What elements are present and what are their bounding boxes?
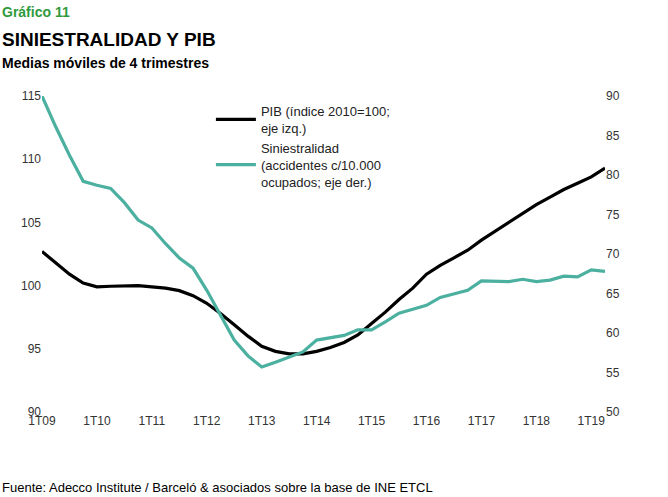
svg-text:1T11: 1T11 [139, 414, 166, 428]
svg-text:90: 90 [28, 405, 42, 419]
svg-text:110: 110 [22, 152, 41, 166]
svg-text:1T12: 1T12 [193, 414, 221, 428]
svg-text:80: 80 [606, 168, 620, 182]
svg-text:Gráfico 11: Gráfico 11 [2, 4, 70, 20]
svg-text:1T14: 1T14 [303, 414, 331, 428]
svg-text:55: 55 [606, 366, 620, 380]
svg-text:Medias móviles de 4 trimestres: Medias móviles de 4 trimestres [2, 55, 209, 71]
svg-text:60: 60 [606, 326, 620, 340]
svg-text:Siniestralidad(accidentes c/10: Siniestralidad(accidentes c/10.000ocupad… [261, 141, 381, 190]
svg-text:1T18: 1T18 [523, 414, 551, 428]
svg-text:50: 50 [606, 405, 620, 419]
svg-text:105: 105 [21, 216, 41, 230]
svg-text:100: 100 [21, 279, 41, 293]
svg-text:115: 115 [22, 89, 41, 103]
svg-text:PIB (índice 2010=100;eje izq.): PIB (índice 2010=100;eje izq.) [261, 104, 390, 136]
svg-text:1T13: 1T13 [248, 414, 276, 428]
svg-text:1T09: 1T09 [28, 414, 56, 428]
svg-text:1T19: 1T19 [578, 414, 606, 428]
svg-text:SINIESTRALIDAD Y PIB: SINIESTRALIDAD Y PIB [2, 29, 216, 50]
svg-text:75: 75 [606, 208, 620, 222]
svg-text:70: 70 [606, 247, 620, 261]
svg-text:65: 65 [606, 287, 620, 301]
svg-text:1T17: 1T17 [468, 414, 496, 428]
svg-text:Fuente: Adecco Institute / Bar: Fuente: Adecco Institute / Barceló & aso… [2, 480, 433, 495]
svg-text:90: 90 [606, 89, 620, 103]
svg-text:1T15: 1T15 [358, 414, 386, 428]
svg-text:85: 85 [606, 129, 620, 143]
svg-text:1T16: 1T16 [413, 414, 441, 428]
svg-text:95: 95 [28, 342, 42, 356]
svg-text:1T10: 1T10 [83, 414, 111, 428]
